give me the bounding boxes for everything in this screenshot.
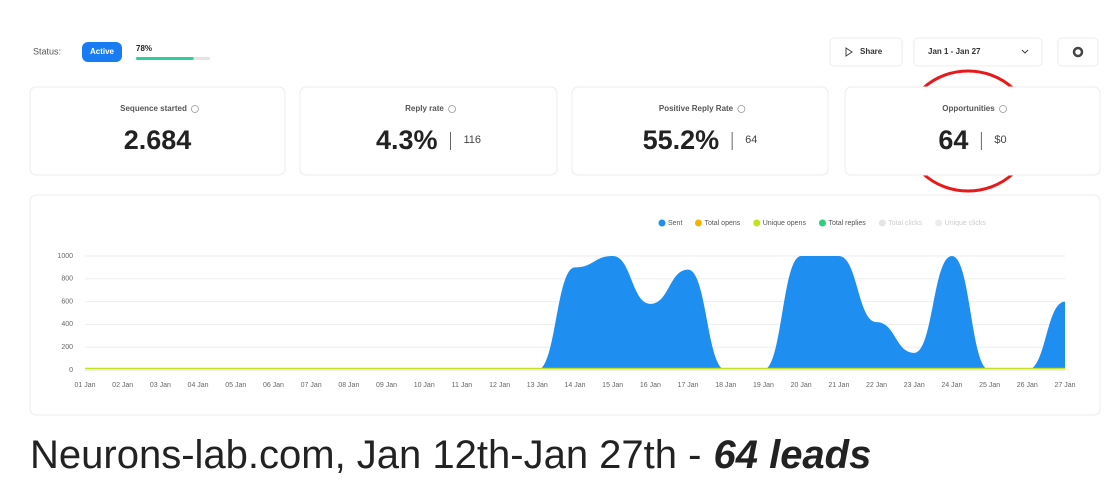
x-tick-label: 07 Jan [301,382,322,389]
x-tick-label: 25 Jan [979,382,1000,389]
legend-swatch [878,219,886,227]
info-icon [448,105,457,113]
settings-icon [1072,46,1084,58]
stat-value: 4.3% [376,125,438,155]
stat-label: Positive Reply Rate [659,104,734,113]
y-tick-label: 600 [61,298,73,305]
status-text: Active [90,47,115,56]
caption-highlight: 64 leads [713,433,871,477]
legend-label: Total opens [704,220,740,227]
stat-label: Opportunities [942,104,995,113]
legend-swatch [694,219,702,227]
progress-fill [136,57,194,60]
share-button[interactable] [829,37,903,67]
x-tick-label: 24 Jan [941,382,962,389]
caption: Neurons-lab.com, Jan 12th-Jan 27th - 64 l… [30,433,871,477]
x-tick-label: 27 Jan [1054,382,1075,389]
stat-secondary: 64 [745,134,757,146]
x-tick-label: 02 Jan [112,382,133,389]
legend-swatch [935,219,943,227]
stat-card [29,86,286,176]
stat-value: 64 [938,125,968,155]
info-icon [191,105,199,113]
x-tick-label: 13 Jan [527,382,548,389]
x-tick-label: 20 Jan [791,382,812,389]
y-tick-label: 800 [61,276,73,283]
progress-label: 78% [136,44,152,53]
x-tick-label: 17 Jan [678,382,699,389]
stat-card [844,86,1101,176]
info-icon [737,105,746,113]
x-tick-label: 26 Jan [1017,382,1038,389]
x-tick-label: 11 Jan [452,382,473,389]
stat-secondary: 116 [464,134,482,146]
legend-swatch [818,219,826,227]
legend-label: Sent [668,220,682,227]
legend-swatch [753,219,761,227]
x-tick-label: 19 Jan [753,382,774,389]
x-tick-label: 08 Jan [338,382,359,389]
x-tick-label: 15 Jan [602,382,623,389]
dropdown-icon [1021,49,1029,54]
area [85,256,1065,370]
share-icon [845,47,853,57]
stat-card [299,86,558,176]
y-tick-label: 1000 [57,253,73,260]
status-badge[interactable] [82,42,122,62]
stat-label: Reply rate [405,104,444,113]
legend-label: Unique opens [763,220,807,227]
settings-button[interactable] [1057,37,1099,67]
x-tick-label: 09 Jan [376,382,397,389]
stat-label: Sequence started [120,104,187,113]
caption-text: Neurons-lab.com, Jan 12th-Jan 27th - [30,433,701,477]
date-range: Jan 1 - Jan 27 [928,47,981,56]
x-tick-label: 01 Jan [74,382,95,389]
stat-card [571,86,829,176]
share-text: Share [860,47,883,56]
x-tick-label: 06 Jan [263,382,284,389]
y-tick-label: 200 [61,344,73,351]
stat-secondary: $0 [994,134,1006,146]
x-tick-label: 03 Jan [150,382,171,389]
x-tick-label: 18 Jan [715,382,736,389]
y-tick-label: 400 [61,321,73,328]
status-label: Status: [33,46,61,56]
date-dropdown[interactable] [913,37,1043,67]
x-tick-label: 04 Jan [188,382,209,389]
legend-label: Total replies [828,220,866,227]
stat-value: 2.684 [124,125,192,155]
x-tick-label: 14 Jan [564,382,585,389]
legend-label: Unique clicks [945,220,987,227]
x-tick-label: 12 Jan [489,382,510,389]
legend-label: Total clicks [888,220,922,227]
x-tick-label: 22 Jan [866,382,887,389]
y-tick-label: 0 [69,367,73,374]
legend-swatch [658,219,666,227]
x-tick-label: 23 Jan [904,382,925,389]
x-tick-label: 16 Jan [640,382,661,389]
x-tick-label: 21 Jan [828,382,849,389]
x-tick-label: 05 Jan [225,382,246,389]
stat-value: 55.2% [643,125,720,155]
x-tick-label: 10 Jan [414,382,435,389]
info-icon [999,105,1007,113]
